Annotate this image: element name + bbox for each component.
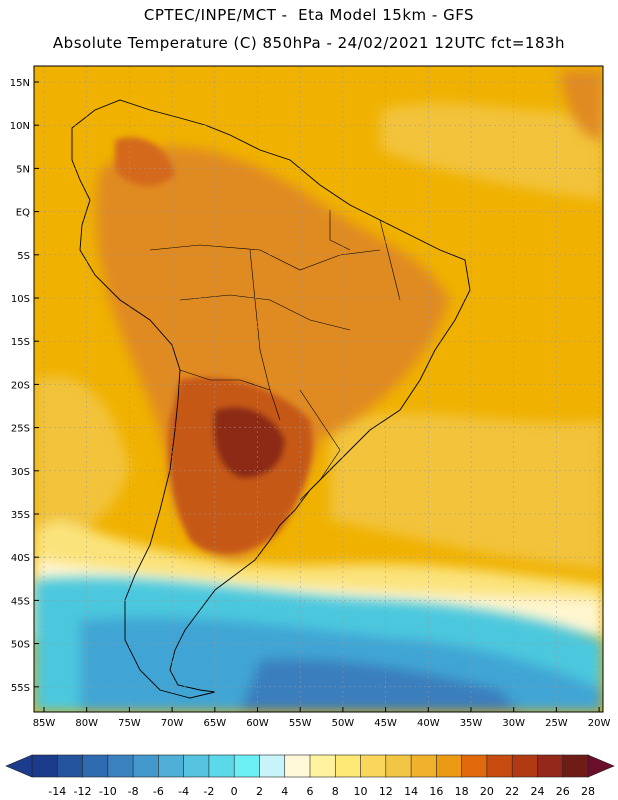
field-north-cool bbox=[380, 102, 603, 200]
country-borders bbox=[149, 210, 401, 501]
colorbar-segment bbox=[511, 754, 539, 778]
lon-label: 80W bbox=[75, 718, 98, 729]
lon-label: 75W bbox=[118, 718, 141, 729]
field-atlantic-cool bbox=[330, 412, 603, 570]
chart-title-line-2: Absolute Temperature (C) 850hPa - 24/02/… bbox=[52, 34, 566, 52]
lat-label: 5N bbox=[16, 164, 30, 175]
colorbar-segment bbox=[31, 754, 59, 778]
colorbar-segment bbox=[334, 754, 362, 778]
colorbar-label: -4 bbox=[178, 785, 189, 798]
colorbar-min-arrow bbox=[5, 754, 33, 778]
colorbar-segment bbox=[107, 754, 134, 778]
lon-label: 65W bbox=[203, 718, 226, 729]
colorbar-label: 6 bbox=[307, 785, 314, 798]
lat-label: 30S bbox=[11, 467, 30, 478]
lat-label: 15S bbox=[11, 337, 30, 348]
colorbar-segment bbox=[562, 754, 589, 778]
colorbar-label: -8 bbox=[128, 785, 139, 798]
colorbar-label: 20 bbox=[480, 785, 494, 798]
lat-label: 55S bbox=[11, 683, 30, 694]
colorbar-segment bbox=[309, 754, 337, 778]
field-nw-hot bbox=[115, 137, 175, 186]
colorbar-label: 26 bbox=[556, 785, 570, 798]
colorbar-label: 14 bbox=[404, 785, 418, 798]
lat-label: 15N bbox=[10, 78, 30, 89]
latitude-axis: 15N 10N 5N EQ 5S 10S 15S 20S 25S 30S 35S 40S 45S 50S 5… bbox=[10, 78, 39, 694]
lat-label: 10N bbox=[10, 121, 30, 132]
colorbar-label: -2 bbox=[203, 785, 214, 798]
colorbar-segment bbox=[208, 754, 235, 778]
colorbar-max-arrow bbox=[587, 754, 615, 778]
colorbar-segment bbox=[486, 754, 513, 778]
colorbar-label: 28 bbox=[581, 785, 595, 798]
continent-outline bbox=[71, 99, 471, 699]
colorbar-label: -10 bbox=[99, 785, 117, 798]
colorbar-segment bbox=[537, 754, 564, 778]
lon-label: 45W bbox=[374, 718, 397, 729]
lon-label: 50W bbox=[332, 718, 355, 729]
lon-label: 35W bbox=[460, 718, 483, 729]
colorbar-label: 10 bbox=[354, 785, 368, 798]
colorbar-label: -14 bbox=[48, 785, 66, 798]
colorbar-segment bbox=[360, 754, 387, 778]
lon-label: 30W bbox=[502, 718, 525, 729]
colorbar-label: -6 bbox=[153, 785, 164, 798]
colorbar-segment bbox=[284, 754, 311, 778]
longitude-axis: 85W 80W 75W 70W 65W 60W 55W 50W 45W 40W 35W 30W 25W 2… bbox=[33, 707, 611, 729]
colorbar-segment bbox=[183, 754, 210, 778]
colorbar-label: 24 bbox=[530, 785, 544, 798]
colorbar-segment bbox=[410, 754, 438, 778]
lon-label: 85W bbox=[33, 718, 56, 729]
colorbar-label: 0 bbox=[231, 785, 238, 798]
colorbar-segment bbox=[132, 754, 160, 778]
field-ne-hot bbox=[560, 70, 603, 140]
colorbar-label: 2 bbox=[256, 785, 263, 798]
lat-label: 45S bbox=[11, 596, 30, 607]
colorbar-segment bbox=[56, 754, 84, 778]
colorbar-segment bbox=[158, 754, 185, 778]
colorbar-label: 22 bbox=[505, 785, 519, 798]
colorbar-segment bbox=[82, 754, 109, 778]
lon-label: 25W bbox=[545, 718, 568, 729]
colorbar: -14 -12 -10 -8 -6 -4 -2 0 2 4 6 8 10 12 14 16 18 20 22 24 26… bbox=[5, 754, 615, 798]
lon-label: 55W bbox=[289, 718, 312, 729]
lat-label: 5S bbox=[17, 251, 30, 262]
lat-label: 25S bbox=[11, 424, 30, 435]
field-core-hottest bbox=[213, 406, 285, 479]
colorbar-label: 16 bbox=[429, 785, 443, 798]
chart-title-line-1: CPTEC/INPE/MCT - Eta Model 15km - GFS bbox=[143, 6, 475, 24]
field-pacific-cool bbox=[34, 376, 130, 545]
map-frame bbox=[33, 65, 604, 713]
colorbar-label: 12 bbox=[379, 785, 393, 798]
field-cold-deep bbox=[240, 659, 520, 712]
lon-label: 60W bbox=[246, 718, 269, 729]
colorbar-segment bbox=[233, 754, 261, 778]
lon-label: 70W bbox=[161, 718, 184, 729]
lat-label: EQ bbox=[16, 208, 30, 219]
colorbar-label: -12 bbox=[74, 785, 92, 798]
lon-label: 20W bbox=[588, 718, 611, 729]
colorbar-segment bbox=[385, 754, 412, 778]
lat-label: 40S bbox=[11, 553, 30, 564]
colorbar-segment bbox=[461, 754, 488, 778]
colorbar-segment bbox=[259, 754, 286, 778]
lat-label: 10S bbox=[11, 294, 30, 305]
lat-label: 35S bbox=[11, 510, 30, 521]
lat-label: 20S bbox=[11, 380, 30, 391]
colorbar-label: 18 bbox=[455, 785, 469, 798]
lat-label: 50S bbox=[11, 640, 30, 651]
colorbar-label: 4 bbox=[281, 785, 288, 798]
colorbar-label: 8 bbox=[332, 785, 339, 798]
colorbar-segment bbox=[436, 754, 463, 778]
temperature-field bbox=[34, 66, 603, 712]
lon-label: 40W bbox=[417, 718, 440, 729]
